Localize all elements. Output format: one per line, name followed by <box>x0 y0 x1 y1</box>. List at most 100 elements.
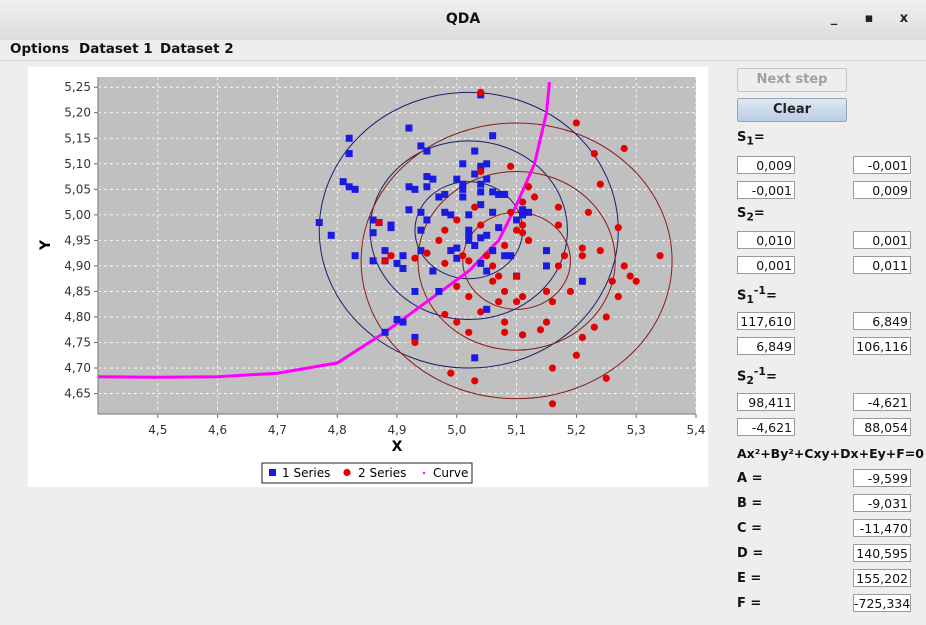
series2-point <box>453 318 461 326</box>
s2-cell-10[interactable]: 0,001 <box>737 256 795 274</box>
series2-point <box>477 88 485 96</box>
s1-cell-01[interactable]: -0,001 <box>853 156 911 174</box>
series2-point <box>435 236 443 244</box>
series1-point <box>459 185 467 193</box>
series1-point <box>471 242 479 249</box>
legend-series2-marker <box>343 468 351 477</box>
series1-point <box>423 183 431 191</box>
s1-label: S1= <box>737 130 765 148</box>
series2-point <box>411 254 419 262</box>
series1-point <box>351 252 359 260</box>
s1-inverse-cell-00[interactable]: 117,610 <box>737 312 795 330</box>
series1-point <box>465 211 473 219</box>
coef-e-field[interactable]: 155,202 <box>853 569 911 587</box>
menu-dataset-1[interactable]: Dataset 1 <box>79 41 153 57</box>
series2-point <box>477 167 485 176</box>
series1-point <box>411 287 419 295</box>
clear-button[interactable]: Clear <box>737 98 847 122</box>
series1-point <box>489 247 497 255</box>
series1-point <box>435 287 443 295</box>
series1-point <box>369 257 377 265</box>
series1-point <box>381 328 389 336</box>
x-tick-label: 4,5 <box>148 423 167 437</box>
coef-f-field[interactable]: -725,334 <box>853 594 911 612</box>
coef-d-label: D = <box>737 546 764 561</box>
series1-point <box>393 259 401 267</box>
series1-point <box>495 190 503 198</box>
series1-point <box>525 208 533 216</box>
series2-point <box>578 252 586 260</box>
close-icon[interactable]: x <box>899 11 909 26</box>
s2-inverse-cell-10[interactable]: -4,621 <box>737 418 795 436</box>
series2-point <box>548 298 557 306</box>
s2-cell-01[interactable]: 0,001 <box>853 231 911 249</box>
s2-inverse-cell-11[interactable]: 88,054 <box>853 418 911 436</box>
series1-point <box>489 188 497 196</box>
s1-cell-10[interactable]: -0,001 <box>737 181 795 199</box>
series1-point <box>483 175 491 183</box>
window-title: QDA <box>445 11 481 27</box>
series1-point <box>477 234 485 242</box>
series1-point <box>447 247 455 255</box>
coef-c-field[interactable]: -11,470 <box>853 519 911 537</box>
series1-point <box>345 134 353 142</box>
s2-inverse-cell-01[interactable]: -4,621 <box>853 393 911 411</box>
series1-point <box>519 211 527 219</box>
chart-panel: 4,5 4,6 4,7 4,8 4,9 5,0 5,1 5,2 5,3 5,4 4,65 4,70 4,… <box>28 67 708 487</box>
series2-point <box>518 198 527 206</box>
series1-point <box>315 219 323 227</box>
s1inv-label-s: S <box>737 288 747 304</box>
coef-b-field[interactable]: -9,031 <box>853 494 911 512</box>
series1-point <box>423 173 431 181</box>
s1-inverse-cell-10[interactable]: 6,849 <box>737 337 795 355</box>
s1-cell-11[interactable]: 0,009 <box>853 181 911 199</box>
s2inv-label-eq: = <box>765 369 777 385</box>
series1-point <box>441 208 449 216</box>
series1-point <box>578 277 586 285</box>
coef-f-label: F = <box>737 596 762 611</box>
series1-point <box>459 193 467 201</box>
series2-point <box>501 318 509 326</box>
equation-label: Ax²+By²+Cxy+Dx+Ey+F=0 <box>737 446 924 461</box>
s2-label-s: S <box>737 206 747 221</box>
next-step-button[interactable]: Next step <box>737 68 847 92</box>
s1-inverse-cell-11[interactable]: 106,116 <box>853 337 911 355</box>
s2-cell-00[interactable]: 0,010 <box>737 231 795 249</box>
minimize-icon[interactable]: _ <box>830 11 838 26</box>
coef-d-field[interactable]: 140,595 <box>853 544 911 562</box>
series2-point <box>524 183 533 191</box>
s1-cell-00[interactable]: 0,009 <box>737 156 795 174</box>
series2-point <box>548 400 557 408</box>
maximize-icon[interactable]: ▪ <box>864 11 874 26</box>
x-tick-label: 5,3 <box>627 423 646 437</box>
s2-cell-11[interactable]: 0,011 <box>853 256 911 274</box>
s1-inverse-cell-01[interactable]: 6,849 <box>853 312 911 330</box>
ellipse-group2 <box>462 211 571 310</box>
x-tick-label: 4,8 <box>328 423 347 437</box>
series2-point <box>524 236 533 244</box>
series2-point <box>530 193 539 201</box>
series1-point <box>465 226 473 234</box>
series2-point <box>507 208 515 216</box>
series1-point <box>429 175 437 183</box>
series1-point <box>351 185 359 193</box>
series1-point <box>477 188 485 196</box>
ellipse-group2 <box>417 170 616 351</box>
coef-a-field[interactable]: -9,599 <box>853 469 911 487</box>
series1-point <box>483 231 491 239</box>
series2-point <box>602 313 610 321</box>
series1-point <box>345 183 353 191</box>
x-tick-label: 5,1 <box>507 423 526 437</box>
series2-point <box>459 252 467 260</box>
s2-inverse-cell-00[interactable]: 98,411 <box>737 393 795 411</box>
menu-options[interactable]: Options <box>10 41 70 57</box>
series2-point <box>465 292 473 301</box>
menu-dataset-2[interactable]: Dataset 2 <box>160 41 234 57</box>
series2-point <box>453 216 461 224</box>
series2-point <box>513 298 521 306</box>
series1-point <box>405 206 413 214</box>
s1-label-s: S <box>737 130 747 145</box>
series2-point <box>518 292 527 301</box>
series1-point <box>429 267 437 275</box>
series1-point <box>543 262 550 270</box>
